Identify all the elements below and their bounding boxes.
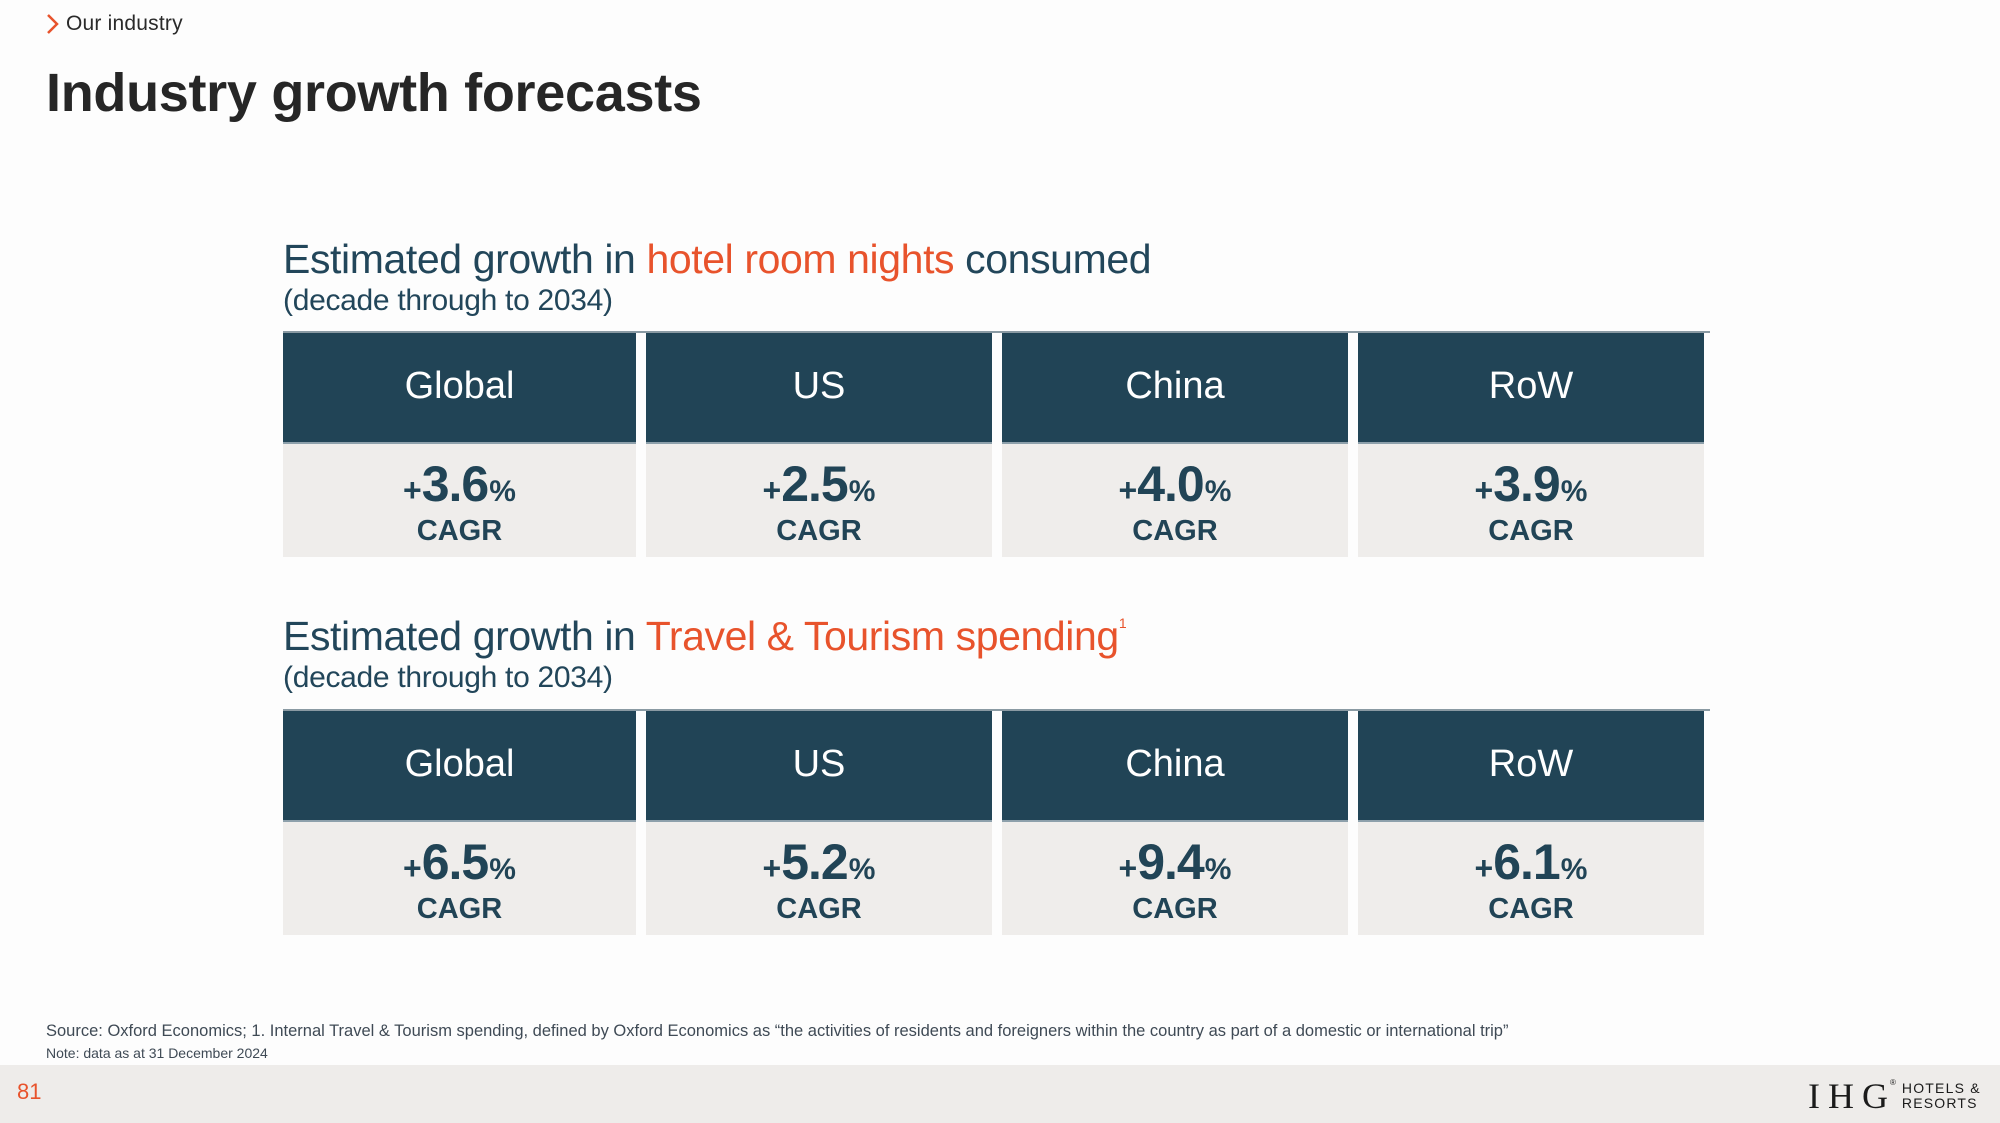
growth-value: 2.5 [781,456,849,512]
chevron-right-icon [47,14,59,34]
registered-mark: ® [1889,1078,1896,1087]
plus-sign: + [1474,850,1494,886]
growth-value: 3.6 [421,456,490,512]
region-card-global: Global +3.6% CAGR [283,331,636,557]
plus-sign: + [762,472,782,508]
data-note: Note: data as at 31 December 2024 [46,1045,268,1061]
region-header: China [1002,709,1348,822]
ihg-logo: IHG ® HOTELS & RESORTS [1808,1078,1981,1114]
breadcrumb: Our industry [46,12,183,36]
percent-sign: % [1560,853,1588,886]
region-card-row: RoW +3.9% CAGR [1358,331,1704,557]
region-card-china: China +4.0% CAGR [1002,331,1348,557]
metric-label: CAGR [416,515,503,547]
percent-sign: % [1204,475,1232,508]
logo-mark: IHG [1808,1076,1896,1116]
section-title-highlight: Travel & Tourism spending [645,613,1120,659]
percent-sign: % [489,475,516,508]
growth-value: 6.1 [1493,834,1561,890]
region-header: US [646,709,992,822]
metric-label: CAGR [776,515,862,547]
region-value: +4.0% CAGR [1002,444,1348,557]
region-card-us: US +5.2% CAGR [646,709,992,935]
region-header: Global [283,709,636,822]
metric-label: CAGR [416,893,503,925]
percent-sign: % [848,475,876,508]
logo-line-2: RESORTS [1901,1095,1978,1111]
region-value: +6.5% CAGR [283,822,636,935]
section-title-travel-spending: Estimated growth in Travel & Tourism spe… [283,613,1127,660]
percent-sign: % [848,853,876,886]
percent-sign: % [489,853,516,886]
source-footnote: Source: Oxford Economics; 1. Internal Tr… [46,1022,1509,1040]
growth-table-travel-spending: Global +6.5% CAGR US +5.2% CAGR China +9… [283,709,1710,935]
metric-label: CAGR [776,893,862,925]
section-title-post: consumed [954,236,1152,282]
footnote-marker: 1 [1118,615,1127,631]
section-subtitle: (decade through to 2034) [283,661,613,694]
plus-sign: + [1118,850,1138,886]
region-card-us: US +2.5% CAGR [646,331,992,557]
region-card-china: China +9.4% CAGR [1002,709,1348,935]
metric-label: CAGR [1132,893,1218,925]
page-number: 81 [17,1079,42,1104]
region-header: RoW [1358,331,1704,444]
percent-sign: % [1204,853,1232,886]
growth-value: 4.0 [1137,456,1205,512]
plus-sign: + [403,472,422,508]
region-value: +6.1% CAGR [1358,822,1704,935]
section-title-highlight: hotel room nights [646,236,955,282]
plus-sign: + [1118,472,1138,508]
section-title-room-nights: Estimated growth in hotel room nights co… [283,236,1152,283]
plus-sign: + [1474,472,1494,508]
growth-value: 6.5 [421,834,490,890]
region-header: China [1002,331,1348,444]
growth-table-room-nights: Global +3.6% CAGR US +2.5% CAGR China +4… [283,331,1710,557]
region-card-global: Global +6.5% CAGR [283,709,636,935]
region-value: +9.4% CAGR [1002,822,1348,935]
section-title-pre: Estimated growth in [283,613,646,659]
region-header: Global [283,331,636,444]
metric-label: CAGR [1132,515,1218,547]
region-value: +2.5% CAGR [646,444,992,557]
region-header: RoW [1358,709,1704,822]
section-title-pre: Estimated growth in [283,236,647,282]
growth-value: 5.2 [781,834,849,890]
region-card-row: RoW +6.1% CAGR [1358,709,1704,935]
metric-label: CAGR [1488,893,1574,925]
metric-label: CAGR [1488,515,1574,547]
footer-bar: 81 IHG ® HOTELS & RESORTS [0,1065,2000,1123]
logo-line-1: HOTELS & [1901,1080,1981,1096]
growth-value: 3.9 [1493,456,1561,512]
breadcrumb-label: Our industry [66,12,183,35]
page-title: Industry growth forecasts [46,63,702,123]
region-value: +5.2% CAGR [646,822,992,935]
section-subtitle: (decade through to 2034) [283,284,613,317]
region-value: +3.9% CAGR [1358,444,1704,557]
region-value: +3.6% CAGR [283,444,636,557]
region-header: US [646,331,992,444]
plus-sign: + [403,850,422,886]
plus-sign: + [762,850,782,886]
growth-value: 9.4 [1137,834,1205,890]
percent-sign: % [1560,475,1588,508]
logo-wordmark: HOTELS & RESORTS [1902,1081,1981,1111]
